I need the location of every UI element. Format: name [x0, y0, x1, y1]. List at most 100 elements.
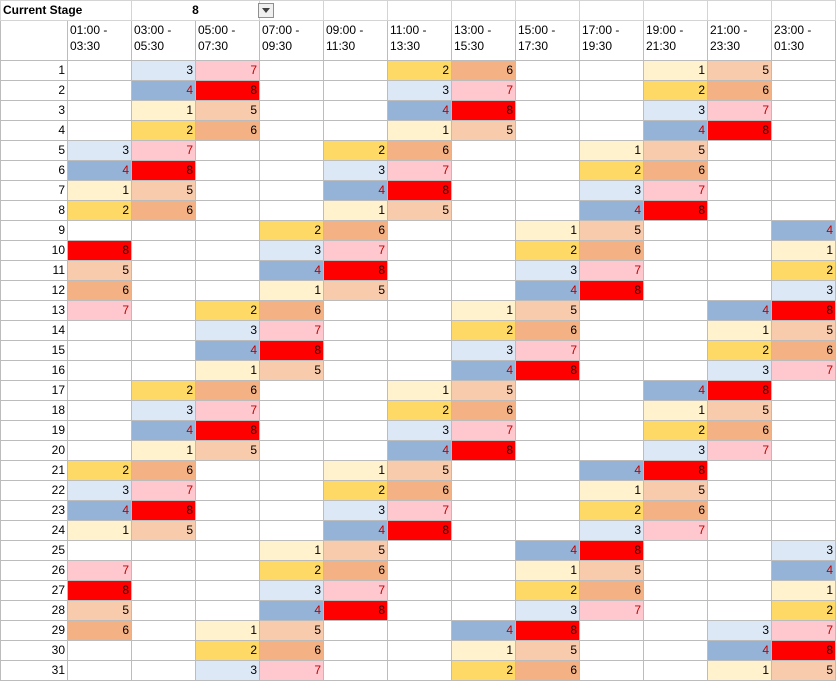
grid-cell[interactable] [451, 580, 516, 601]
grid-cell[interactable] [387, 540, 452, 561]
grid-cell[interactable] [131, 620, 196, 641]
grid-cell[interactable]: 8 [387, 520, 452, 541]
grid-cell[interactable] [451, 220, 516, 241]
grid-cell[interactable] [643, 320, 708, 341]
grid-cell[interactable] [67, 440, 132, 461]
grid-cell[interactable]: 8 [515, 620, 580, 641]
row-label[interactable]: 16 [0, 360, 68, 381]
grid-cell[interactable] [771, 180, 836, 201]
grid-cell[interactable] [771, 500, 836, 521]
grid-cell[interactable] [195, 140, 260, 161]
grid-cell[interactable]: 8 [451, 440, 516, 461]
grid-cell[interactable] [195, 220, 260, 241]
row-label[interactable]: 11 [0, 260, 68, 281]
grid-cell[interactable]: 8 [323, 600, 388, 621]
grid-cell[interactable]: 3 [707, 360, 772, 381]
grid-cell[interactable]: 4 [67, 160, 132, 181]
grid-cell[interactable] [515, 140, 580, 161]
grid-cell[interactable]: 5 [451, 380, 516, 401]
grid-cell[interactable] [451, 240, 516, 261]
grid-cell[interactable] [579, 300, 644, 321]
grid-cell[interactable]: 6 [643, 500, 708, 521]
grid-cell[interactable] [451, 600, 516, 621]
grid-cell[interactable]: 5 [643, 140, 708, 161]
time-slot-header[interactable]: 13:00 - 15:30 [451, 20, 516, 61]
row-label[interactable]: 10 [0, 240, 68, 261]
grid-cell[interactable]: 7 [131, 140, 196, 161]
grid-cell[interactable]: 5 [643, 480, 708, 501]
grid-cell[interactable]: 5 [707, 60, 772, 81]
grid-cell[interactable] [579, 320, 644, 341]
grid-cell[interactable]: 2 [579, 500, 644, 521]
grid-cell[interactable] [323, 640, 388, 661]
grid-cell[interactable]: 1 [643, 60, 708, 81]
grid-cell[interactable]: 2 [771, 260, 836, 281]
grid-cell[interactable] [515, 420, 580, 441]
grid-cell[interactable] [323, 360, 388, 381]
grid-cell[interactable]: 7 [579, 600, 644, 621]
grid-cell[interactable] [451, 520, 516, 541]
grid-cell[interactable] [707, 260, 772, 281]
row-label[interactable]: 18 [0, 400, 68, 421]
grid-cell[interactable] [451, 500, 516, 521]
grid-cell[interactable]: 4 [131, 80, 196, 101]
grid-cell[interactable]: 6 [515, 660, 580, 681]
grid-cell[interactable]: 7 [579, 260, 644, 281]
grid-cell[interactable] [515, 500, 580, 521]
grid-cell[interactable]: 3 [771, 280, 836, 301]
grid-cell[interactable] [67, 60, 132, 81]
grid-cell[interactable]: 8 [131, 160, 196, 181]
grid-cell[interactable] [323, 120, 388, 141]
grid-cell[interactable]: 5 [259, 360, 324, 381]
grid-cell[interactable] [131, 260, 196, 281]
grid-cell[interactable] [579, 120, 644, 141]
grid-cell[interactable] [451, 180, 516, 201]
grid-cell[interactable]: 3 [771, 540, 836, 561]
grid-cell[interactable] [131, 600, 196, 621]
grid-cell[interactable] [259, 480, 324, 501]
grid-cell[interactable] [387, 300, 452, 321]
grid-cell[interactable] [643, 660, 708, 681]
time-slot-header[interactable]: 17:00 - 19:30 [579, 20, 644, 61]
grid-cell[interactable] [67, 320, 132, 341]
grid-cell[interactable] [579, 620, 644, 641]
grid-cell[interactable]: 7 [643, 180, 708, 201]
grid-cell[interactable]: 5 [323, 540, 388, 561]
grid-cell[interactable] [195, 600, 260, 621]
row-label[interactable]: 15 [0, 340, 68, 361]
grid-cell[interactable] [259, 120, 324, 141]
grid-cell[interactable]: 4 [387, 440, 452, 461]
grid-cell[interactable] [643, 280, 708, 301]
grid-cell[interactable]: 6 [579, 240, 644, 261]
grid-cell[interactable]: 5 [67, 260, 132, 281]
grid-cell[interactable]: 8 [771, 300, 836, 321]
grid-cell[interactable]: 1 [323, 460, 388, 481]
grid-cell[interactable]: 4 [771, 220, 836, 241]
grid-cell[interactable] [707, 240, 772, 261]
grid-cell[interactable]: 1 [707, 660, 772, 681]
grid-cell[interactable] [387, 560, 452, 581]
grid-cell[interactable] [771, 480, 836, 501]
grid-cell[interactable] [579, 400, 644, 421]
grid-cell[interactable] [515, 100, 580, 121]
grid-cell[interactable] [259, 180, 324, 201]
grid-cell[interactable]: 5 [387, 460, 452, 481]
grid-cell[interactable] [707, 580, 772, 601]
grid-cell[interactable] [643, 580, 708, 601]
grid-cell[interactable]: 6 [451, 400, 516, 421]
grid-cell[interactable]: 4 [131, 420, 196, 441]
grid-cell[interactable] [131, 220, 196, 241]
row-label[interactable]: 7 [0, 180, 68, 201]
grid-cell[interactable] [67, 340, 132, 361]
grid-cell[interactable] [259, 80, 324, 101]
grid-cell[interactable]: 2 [67, 460, 132, 481]
grid-cell[interactable]: 6 [195, 380, 260, 401]
grid-cell[interactable] [707, 520, 772, 541]
grid-cell[interactable]: 4 [643, 380, 708, 401]
grid-cell[interactable]: 2 [387, 60, 452, 81]
row-label[interactable]: 9 [0, 220, 68, 241]
grid-cell[interactable] [387, 640, 452, 661]
row-label[interactable]: 3 [0, 100, 68, 121]
grid-cell[interactable]: 8 [707, 380, 772, 401]
grid-cell[interactable] [323, 320, 388, 341]
